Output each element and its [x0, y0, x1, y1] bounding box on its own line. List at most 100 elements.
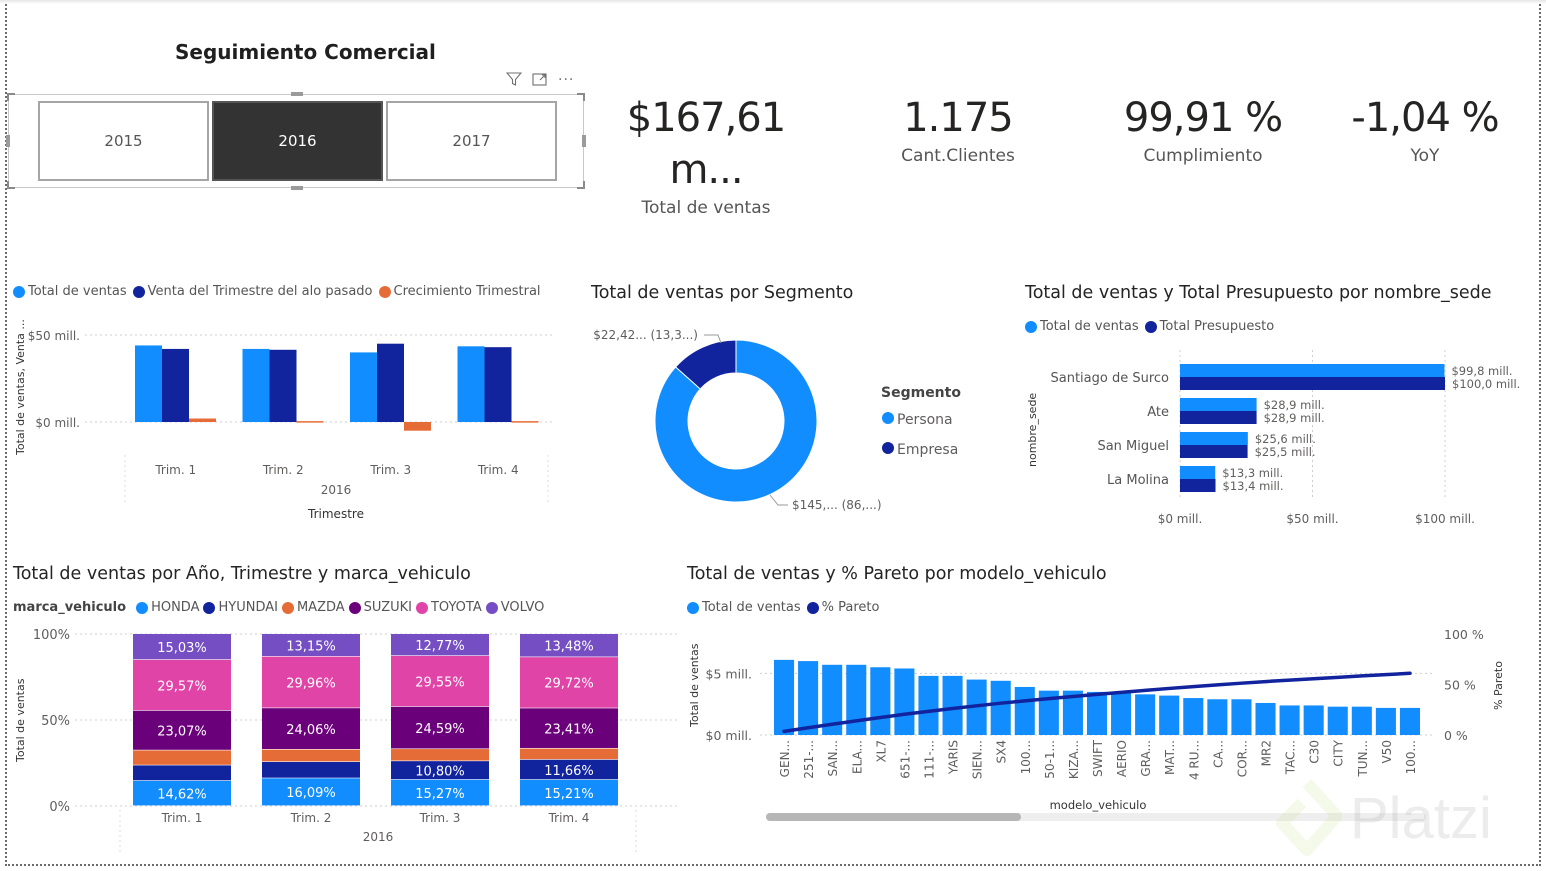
stack-segment-volvo	[391, 634, 489, 656]
legend-item[interactable]: Total de ventas	[1025, 319, 1139, 334]
legend-item[interactable]: % Pareto	[806, 600, 879, 615]
legend-label: Total Presupuesto	[1159, 319, 1275, 334]
y2-tick-label: 0 %	[1444, 728, 1468, 743]
legend-item[interactable]: Total de ventas	[13, 284, 127, 299]
legend-label: SUZUKI	[363, 600, 412, 615]
stack-segment-honda	[262, 778, 360, 806]
legend-marker	[203, 601, 216, 614]
y-tick-label: La Molina	[1107, 473, 1169, 488]
kpi-card-yoy: -1,04 % YoY	[1340, 92, 1510, 166]
legend-item[interactable]: MAZDA	[281, 600, 345, 615]
pareto-scrollbar-track[interactable]	[766, 813, 1426, 821]
x-tick-label: $0 mill.	[1158, 512, 1203, 526]
x-tick-label: COR...	[1235, 740, 1249, 777]
segment-donut-chart: $22,42... (13,3...) $145,... (86,...) Segm…	[593, 328, 961, 512]
bar-total-de-ventas	[457, 346, 485, 422]
data-label-leader	[769, 494, 788, 506]
x-tick-label: C30	[1308, 740, 1322, 764]
x-tick-label: YARIS	[947, 740, 961, 775]
data-label: 15,03%	[157, 641, 207, 656]
filter-icon[interactable]	[505, 72, 523, 91]
pareto-bar	[1135, 694, 1156, 735]
legend-label: Venta del Trimestre del alo pasado	[147, 284, 373, 299]
bar-venta-del-trimestre-del-alo-pasado	[377, 343, 404, 422]
stack-segment-toyota	[391, 655, 489, 707]
pareto-chart-title: Total de ventas y % Pareto por modelo_ve…	[687, 564, 1107, 584]
sede-chart-title: Total de ventas y Total Presupuesto por …	[1025, 283, 1492, 303]
x-tick-label: GEN...	[778, 740, 792, 777]
kpi-value: 1.175	[903, 95, 1014, 141]
data-label: $28,9 mill.	[1264, 411, 1325, 425]
pareto-scrollbar-thumb[interactable]	[766, 813, 1021, 821]
x-tick-label: Trim. 3	[369, 463, 411, 477]
legend-item[interactable]: VOLVO	[485, 600, 545, 615]
legend-label: HYUNDAI	[218, 600, 278, 615]
legend-item[interactable]: Venta del Trimestre del alo pasado	[132, 284, 373, 299]
bar-crecimiento-trimestral	[404, 422, 431, 431]
bar-crecimiento-trimestral	[296, 421, 324, 423]
x-tick-label: 50-1...	[1043, 740, 1057, 779]
x-tick-label: SAN...	[826, 740, 840, 776]
stack-segment-mazda	[520, 748, 618, 760]
legend-marker	[882, 412, 894, 424]
stack-segment-volvo	[520, 634, 618, 657]
legend-item[interactable]: HYUNDAI	[203, 600, 278, 615]
slicer-option-2017[interactable]: 2017	[386, 101, 557, 181]
bar-presupuesto	[1180, 445, 1248, 458]
legend-marker	[882, 442, 894, 454]
more-options-icon[interactable]: ···	[558, 72, 575, 88]
legend-marker	[13, 285, 25, 298]
legend-marker	[1025, 320, 1037, 333]
legend-label: HONDA	[151, 600, 200, 615]
data-label: 23,07%	[157, 725, 207, 740]
slicer-header-icons: ···	[505, 72, 575, 91]
bar-presupuesto	[1180, 377, 1445, 390]
y-axis-title: Total de ventas, Venta ...	[14, 319, 27, 456]
legend-label: VOLVO	[500, 600, 545, 615]
legend-item[interactable]: SUZUKI	[348, 600, 412, 615]
pareto-bar	[918, 675, 939, 735]
y-tick-label: 0%	[49, 800, 70, 815]
slicer-option-2015[interactable]: 2015	[38, 101, 209, 181]
platzi-logo-icon	[1276, 778, 1342, 856]
y-axis-title: nombre_sede	[1026, 393, 1039, 467]
kpi-label: Cant.Clientes	[901, 146, 1015, 166]
data-label: 29,96%	[286, 676, 336, 691]
data-label: 13,48%	[544, 640, 594, 655]
x-tick-label: TAC...	[1284, 740, 1298, 775]
kpi-card-cant-clientes: 1.175 Cant.Clientes	[868, 92, 1048, 166]
y-tick-label: Santiago de Surco	[1050, 371, 1169, 386]
x-tick-label: MAT...	[1163, 740, 1177, 775]
x-axis-title: modelo_vehiculo	[1050, 798, 1147, 812]
stack-segment-suzuki	[133, 710, 231, 750]
segment-chart-title: Total de ventas por Segmento	[591, 283, 854, 303]
x-tick-label: SX4	[995, 740, 1009, 763]
data-label: $100,0 mill.	[1452, 377, 1520, 391]
data-label: $25,6 mill.	[1255, 432, 1316, 446]
pareto-bar	[822, 664, 843, 735]
pareto-bar	[1327, 706, 1348, 735]
pareto-bar	[1303, 705, 1324, 735]
x-tick-label: AERIO	[1115, 740, 1129, 777]
bar-ventas	[1180, 364, 1445, 377]
legend-item[interactable]: Crecimiento Trimestral	[378, 284, 541, 299]
legend-item[interactable]: TOYOTA	[415, 600, 482, 615]
legend-item[interactable]: HONDA	[136, 600, 199, 615]
x-group-label: 2016	[321, 483, 352, 497]
legend-item[interactable]: Total Presupuesto	[1144, 319, 1275, 334]
x-tick-label: GRA...	[1139, 740, 1153, 777]
bar-total-de-ventas	[242, 348, 270, 422]
pareto-bar	[990, 680, 1011, 735]
legend-item[interactable]: Total de ventas	[687, 600, 801, 615]
x-tick-label: TUN...	[1356, 740, 1370, 778]
data-label: $13,4 mill.	[1223, 479, 1284, 493]
slicer-option-2016[interactable]: 2016	[212, 101, 383, 181]
pareto-bar	[774, 659, 795, 735]
pareto-bar	[1399, 707, 1420, 735]
x-tick-label: ELA...	[850, 740, 864, 774]
data-label: 29,57%	[157, 679, 207, 694]
data-label: $25,5 mill.	[1255, 445, 1316, 459]
focus-mode-icon[interactable]	[532, 72, 548, 91]
x-tick-label: CITY	[1332, 739, 1346, 766]
stack-segment-toyota	[520, 657, 618, 708]
